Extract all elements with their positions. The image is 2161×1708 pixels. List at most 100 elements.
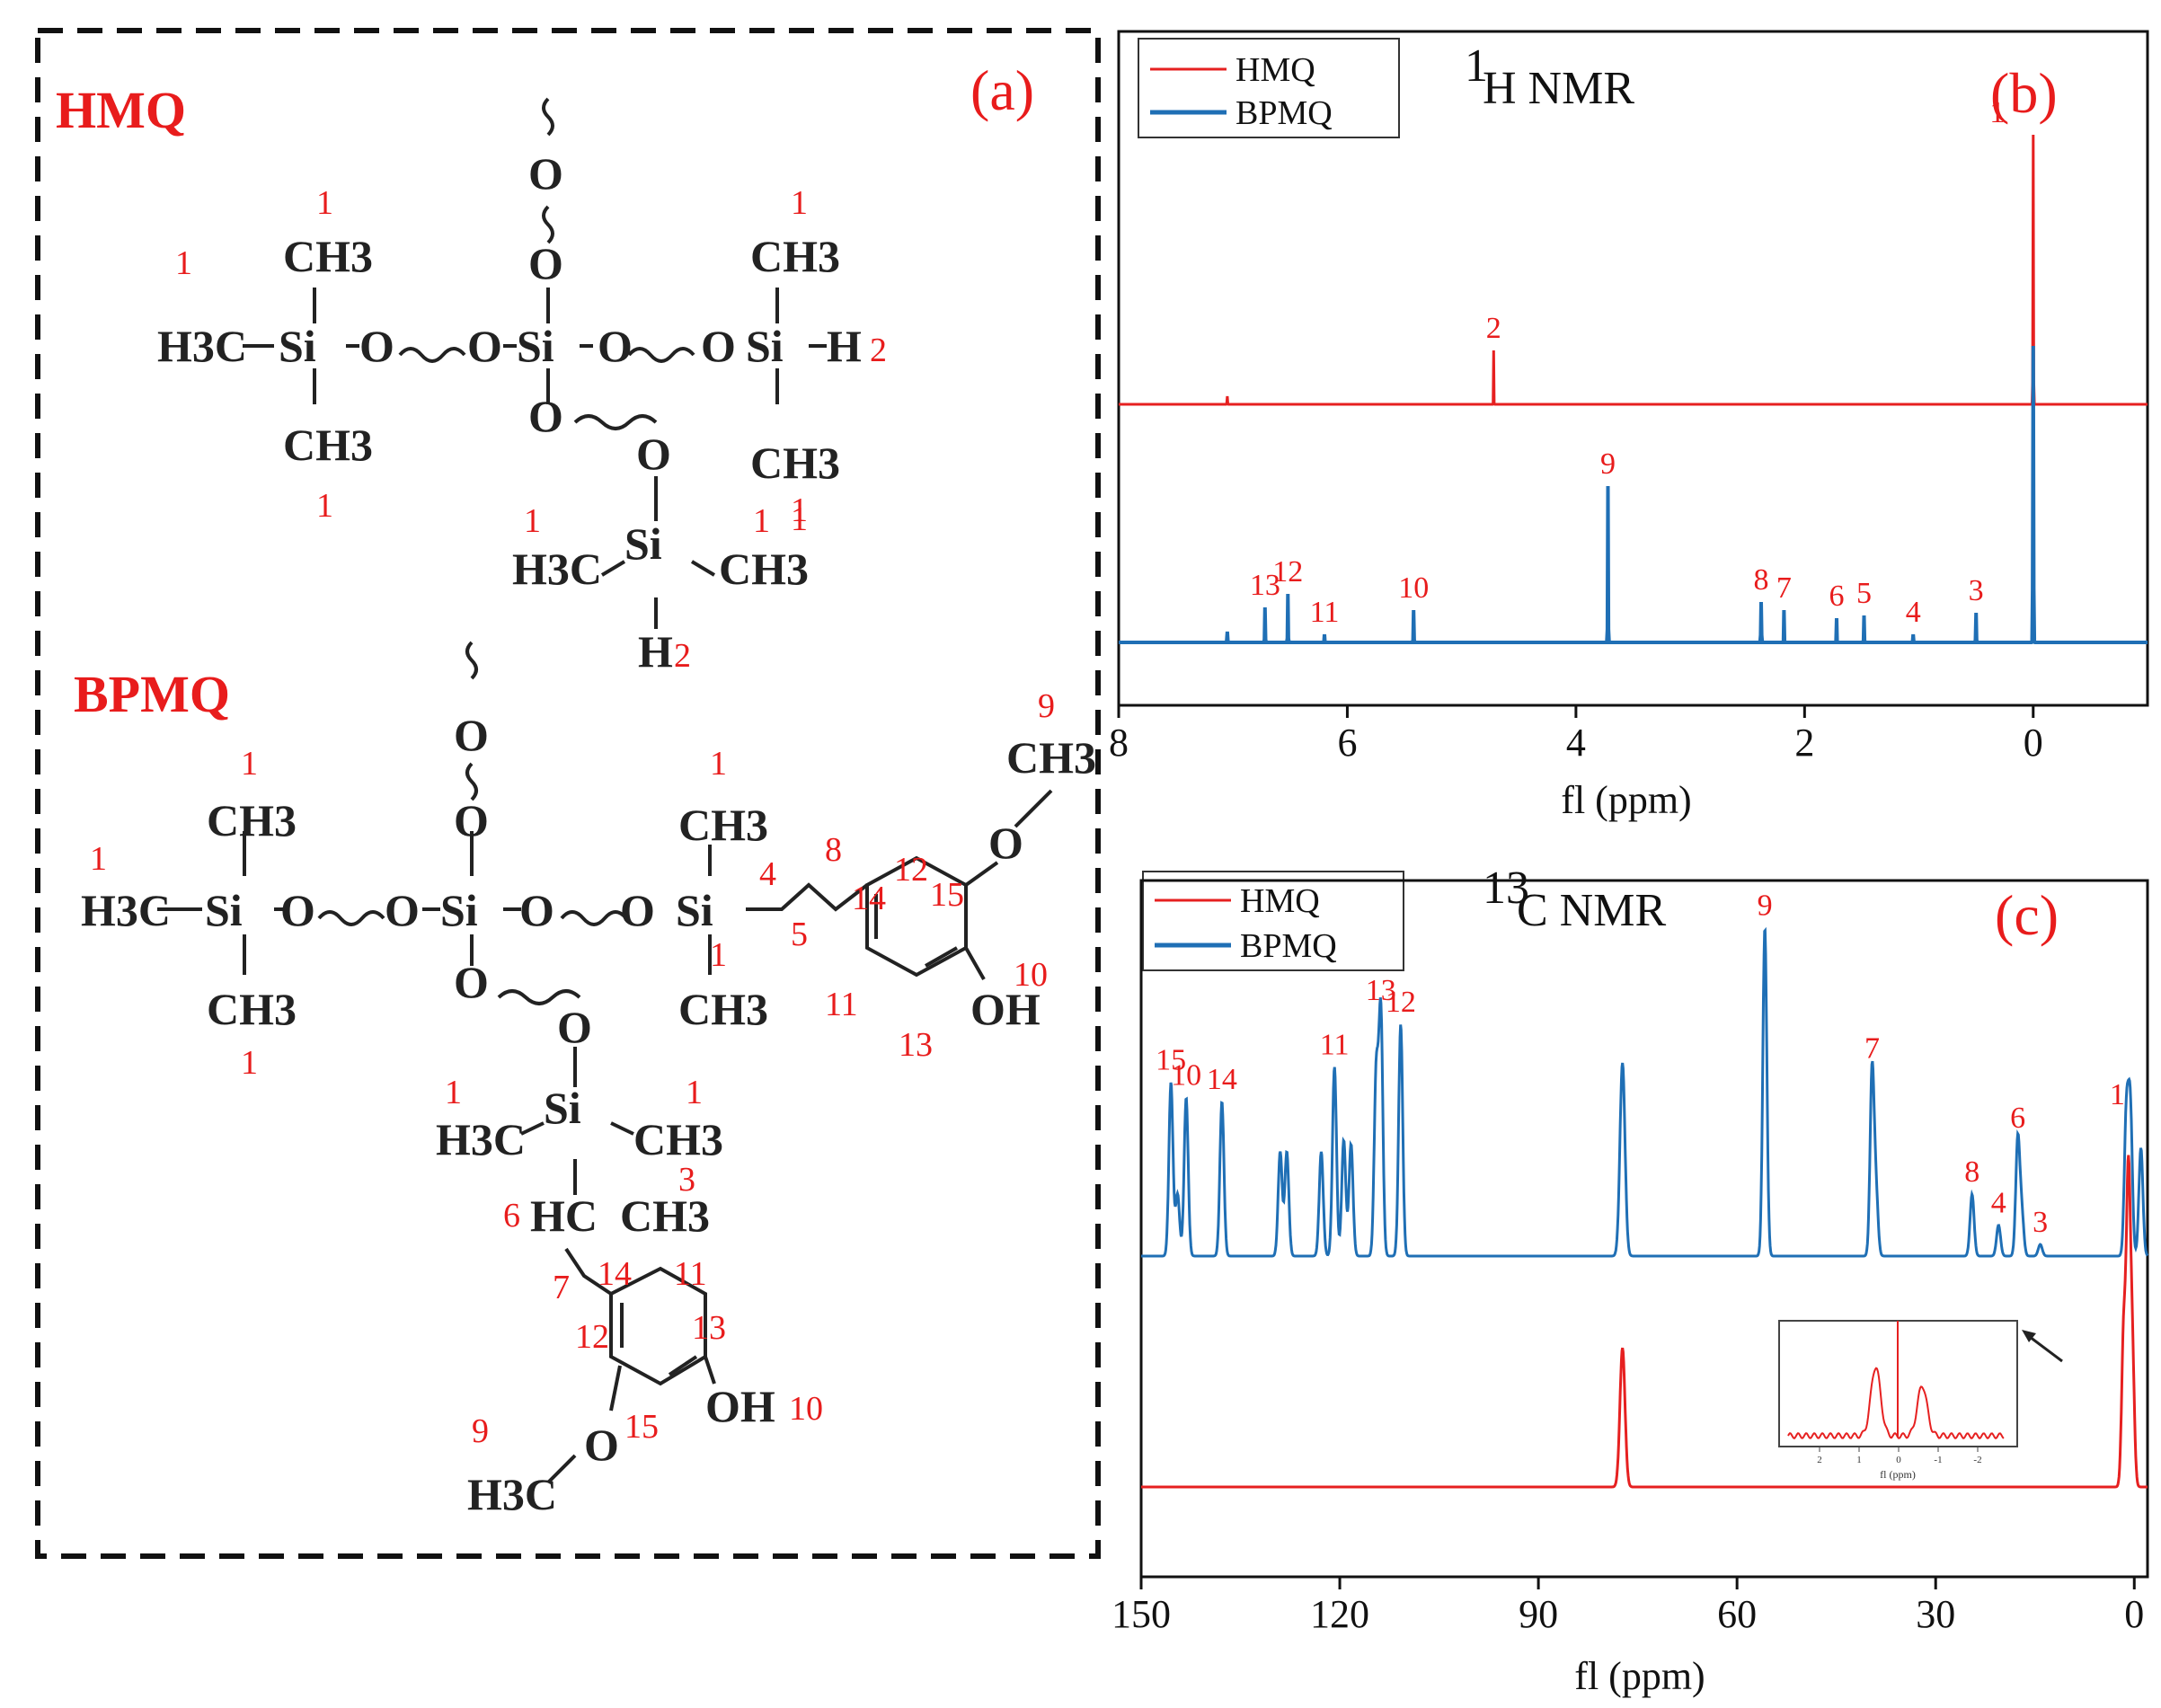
bpmq-oh-bottom: OH xyxy=(705,1381,775,1431)
hmq-title: HMQ xyxy=(56,81,186,139)
b-x-tick-label: 2 xyxy=(1794,721,1814,765)
c-peak-label: 13 xyxy=(1366,974,1396,1007)
bpmq-label: 10 xyxy=(1014,956,1048,994)
bpmq-h3c-methoxy: H3C xyxy=(467,1469,557,1519)
bpmq-hc: HC xyxy=(530,1190,598,1241)
b-peak-label: 3 xyxy=(1969,574,1984,607)
b-peak-label: 9 xyxy=(1600,447,1616,481)
c-peak-label: 14 xyxy=(1207,1063,1237,1096)
c-inset-arrow xyxy=(2025,1332,2063,1363)
c-peak-label: 1 xyxy=(2110,1078,2125,1111)
b-title-sup: 1 xyxy=(1465,40,1488,92)
panel-b-tag: (b) xyxy=(1990,61,2058,125)
hmq-label: 1 xyxy=(175,244,192,282)
c-x-tick-label: 30 xyxy=(1916,1592,1955,1636)
c-x-label: fl (ppm) xyxy=(1574,1654,1705,1698)
panel-c-tag: (c) xyxy=(1995,883,2059,947)
hmq-label: 1 xyxy=(791,500,808,538)
c-title-sup: 13 xyxy=(1483,863,1529,914)
b-peak-label: 12 xyxy=(1272,555,1303,589)
c-inset-tick-label: -2 xyxy=(1973,1455,1981,1465)
bpmq-label: 9 xyxy=(1038,687,1055,725)
b-series-hmq: 21 xyxy=(1119,96,2148,406)
b-legend-box xyxy=(1138,38,1400,138)
c-legend: HMQ BPMQ xyxy=(1142,871,1404,971)
bpmq-title: BPMQ xyxy=(74,665,230,723)
b-title: 1 H NMR xyxy=(1465,40,1634,114)
bpmq-label: 9 xyxy=(472,1412,489,1450)
bpmq-label: 3 xyxy=(678,1161,695,1199)
hmq-h: H xyxy=(827,321,862,371)
b-legend-hmq: HMQ xyxy=(1235,51,1315,89)
bpmq-label: 13 xyxy=(899,1026,933,1064)
bpmq-si-bottom: Si xyxy=(544,1083,581,1133)
c-title-main: C NMR xyxy=(1517,885,1666,936)
b-plot-frame xyxy=(1117,30,2149,707)
hmq-o-3: O xyxy=(598,321,633,371)
hmq-o-5: O xyxy=(528,391,563,441)
c-inset: 2 1 0 -1 -2 fl (ppm) xyxy=(1778,1320,2063,1481)
bpmq-label: 1 xyxy=(241,1044,258,1082)
hmq-h3c-bottom: H3C xyxy=(512,544,602,594)
bpmq-ch3-chain: CH3 xyxy=(620,1190,710,1241)
c-peak-label: 6 xyxy=(2010,1102,2025,1135)
c-inset-ticks: 2 1 0 -1 -2 xyxy=(1817,1447,1982,1465)
c-trace-hmq xyxy=(1141,1155,2148,1489)
c-peak-label: 7 xyxy=(1864,1032,1880,1066)
hmq-ch3-top-right: CH3 xyxy=(750,231,840,281)
b-peak-label: 1 xyxy=(1989,96,2005,129)
c-x-tick-label: 120 xyxy=(1310,1592,1369,1636)
bpmq-label: 14 xyxy=(852,880,886,917)
bpmq-o-1: O xyxy=(280,885,315,935)
bpmq-label: 11 xyxy=(674,1255,707,1293)
c-x-tick-label: 90 xyxy=(1519,1592,1558,1636)
hmq-o-top-2: O xyxy=(528,238,563,288)
c-inset-tick-label: 2 xyxy=(1817,1455,1822,1465)
hmq-ch3-bottom-right: CH3 xyxy=(750,438,840,488)
c-peak-label: 12 xyxy=(1386,986,1416,1019)
b-x-tick-label: 0 xyxy=(2024,721,2043,765)
b-peak-label: 8 xyxy=(1753,563,1768,597)
bpmq-ch3-bottom-left: CH3 xyxy=(207,984,297,1034)
hmq-si-bottom: Si xyxy=(624,518,662,569)
c-trace-bpmq xyxy=(1141,926,2149,1258)
hmq-label: 1 xyxy=(316,487,333,525)
bpmq-structure xyxy=(157,641,1053,1484)
hmq-o-1: O xyxy=(359,321,394,371)
b-x-tick-label: 4 xyxy=(1566,721,1586,765)
hmq-si-center: Si xyxy=(517,321,554,371)
bpmq-h3c: H3C xyxy=(81,885,171,935)
b-peak-label: 11 xyxy=(1310,596,1340,629)
bpmq-position-labels: 1 1 1 1 1 4 8 14 12 15 9 5 11 13 10 1 1 … xyxy=(90,687,1055,1450)
b-trace-hmq xyxy=(1119,134,2148,406)
b-legend: HMQ BPMQ xyxy=(1138,38,1400,138)
bpmq-oh-right: OH xyxy=(970,984,1041,1034)
bpmq-label: 6 xyxy=(503,1197,520,1235)
hmq-ch3-bottom: CH3 xyxy=(719,544,809,594)
c-inset-tick-label: 1 xyxy=(1856,1455,1862,1465)
bpmq-label: 12 xyxy=(575,1318,609,1356)
bpmq-o-5: O xyxy=(454,957,489,1007)
bpmq-label: 1 xyxy=(445,1074,462,1111)
bpmq-ch3-top-right: CH3 xyxy=(678,800,768,850)
b-peak-label: 7 xyxy=(1776,571,1792,605)
panel-a-structures: (a) HMQ BPMQ CH3 H3C Si O O O O Si O O O… xyxy=(35,28,1101,1559)
bpmq-label: 5 xyxy=(791,916,808,953)
c-inset-tick-label: 0 xyxy=(1896,1455,1901,1465)
bpmq-o-top-2: O xyxy=(454,795,489,845)
hmq-label: 1 xyxy=(753,502,770,540)
hmq-label: 1 xyxy=(791,184,808,222)
b-peak-label: 5 xyxy=(1856,577,1872,610)
bpmq-label: 8 xyxy=(825,831,842,869)
bpmq-o-4: O xyxy=(620,885,655,935)
hmq-label: 1 xyxy=(791,491,808,529)
panel-a-frame xyxy=(35,28,1101,1559)
hmq-o-6: O xyxy=(636,429,671,479)
bpmq-label: 7 xyxy=(553,1269,570,1306)
c-inset-spectrum xyxy=(1787,1367,2005,1439)
